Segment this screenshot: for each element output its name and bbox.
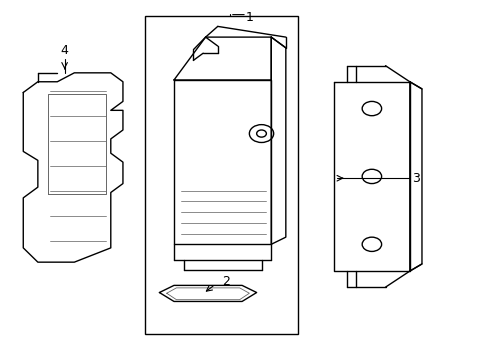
Text: 1: 1 [245, 11, 253, 24]
Bar [144, 16, 297, 334]
Text: 4: 4 [61, 44, 68, 57]
Text: 2: 2 [222, 275, 230, 288]
Text: 3: 3 [411, 172, 419, 185]
